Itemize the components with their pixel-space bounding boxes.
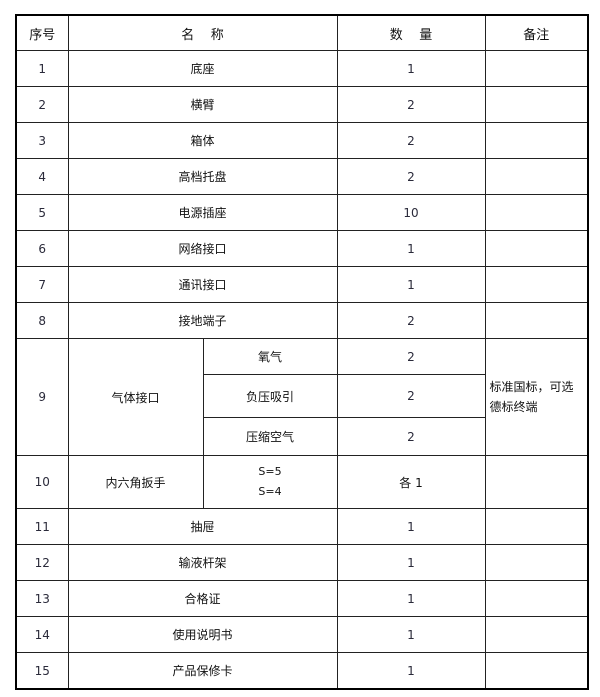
row-no: 6 xyxy=(15,230,69,267)
row-qty: 2 xyxy=(336,417,486,456)
row-qty: 1 xyxy=(336,230,486,267)
table-row: 10 内六角扳手 S=5 S=4 各 1 xyxy=(15,455,589,509)
row-qty: 2 xyxy=(336,158,486,195)
row-no: 12 xyxy=(15,544,69,581)
row-no: 9 xyxy=(15,338,69,456)
table-header-row: 序号 名 称 数 量 备注 xyxy=(15,14,589,51)
header-remark: 备注 xyxy=(484,14,589,51)
row-remark: 标准国标，可选德标终端 xyxy=(484,338,589,456)
row-remark xyxy=(484,580,589,617)
table-row: 7 通讯接口 1 xyxy=(15,266,589,303)
row-name: 通讯接口 xyxy=(67,266,338,303)
table-row: 14 使用说明书 1 xyxy=(15,616,589,653)
row-remark xyxy=(484,302,589,339)
table-row: 2 横臂 2 xyxy=(15,86,589,123)
table-row: 5 电源插座 10 xyxy=(15,194,589,231)
row-qty: 1 xyxy=(336,50,486,87)
row-name: 抽屉 xyxy=(67,508,338,545)
table-row: 4 高档托盘 2 xyxy=(15,158,589,195)
row-no: 13 xyxy=(15,580,69,617)
table-row: 6 网络接口 1 xyxy=(15,230,589,267)
row-name: 输液杆架 xyxy=(67,544,338,581)
row-qty: 2 xyxy=(336,86,486,123)
row-remark xyxy=(484,455,589,509)
row-qty: 2 xyxy=(336,338,486,375)
table-row: 3 箱体 2 xyxy=(15,122,589,159)
row-qty: 1 xyxy=(336,580,486,617)
row-name: 横臂 xyxy=(67,86,338,123)
row-no: 11 xyxy=(15,508,69,545)
sub-item-name: 氧气 xyxy=(202,338,338,375)
row-name: 接地端子 xyxy=(67,302,338,339)
row-qty: 2 xyxy=(336,374,486,418)
header-qty: 数 量 xyxy=(336,14,486,51)
table-row: 11 抽屉 1 xyxy=(15,508,589,545)
table-row: 9 气体接口 氧气 2 标准国标，可选德标终端 xyxy=(15,338,589,456)
row-name: 箱体 xyxy=(67,122,338,159)
row-qty: 1 xyxy=(336,544,486,581)
row-remark xyxy=(484,544,589,581)
row-remark xyxy=(484,158,589,195)
table-row: 1 底座 1 xyxy=(15,50,589,87)
row-qty: 各 1 xyxy=(336,455,486,509)
row-qty: 1 xyxy=(336,616,486,653)
row-remark xyxy=(484,266,589,303)
row-remark xyxy=(484,50,589,87)
row-no: 10 xyxy=(15,455,69,509)
row-qty: 1 xyxy=(336,266,486,303)
row-name: 使用说明书 xyxy=(67,616,338,653)
spec-item: S=5 xyxy=(258,465,282,478)
table-row: 负压吸引 2 xyxy=(16,374,588,418)
row-remark xyxy=(484,122,589,159)
row-qty: 2 xyxy=(336,302,486,339)
row-no: 15 xyxy=(15,652,69,690)
row-no: 3 xyxy=(15,122,69,159)
row-no: 8 xyxy=(15,302,69,339)
row-remark xyxy=(484,86,589,123)
header-name: 名 称 xyxy=(67,14,338,51)
row-qty: 1 xyxy=(336,652,486,690)
row-specs: S=5 S=4 xyxy=(202,455,338,509)
row-name: 电源插座 xyxy=(67,194,338,231)
sub-item-name: 负压吸引 xyxy=(202,374,338,418)
row-no: 5 xyxy=(15,194,69,231)
sub-item-name: 压缩空气 xyxy=(202,417,338,456)
parts-list-table: 序号 名 称 数 量 备注 1 底座 1 2 横臂 2 3 箱体 2 4 高档托盘 2 5 电源插座 10 6… xyxy=(15,14,589,690)
row-name: 产品保修卡 xyxy=(67,652,338,690)
table-row: 15 产品保修卡 1 xyxy=(15,652,589,690)
row-remark xyxy=(484,508,589,545)
row-name: 气体接口 xyxy=(67,338,204,456)
spec-item: S=4 xyxy=(258,485,282,498)
row-qty: 2 xyxy=(336,122,486,159)
row-no: 2 xyxy=(15,86,69,123)
row-name: 合格证 xyxy=(67,580,338,617)
row-remark xyxy=(484,194,589,231)
row-name: 网络接口 xyxy=(67,230,338,267)
row-remark xyxy=(484,230,589,267)
header-no: 序号 xyxy=(15,14,69,51)
row-name: 高档托盘 xyxy=(67,158,338,195)
row-no: 7 xyxy=(15,266,69,303)
row-name: 底座 xyxy=(67,50,338,87)
row-name: 内六角扳手 xyxy=(67,455,204,509)
row-no: 14 xyxy=(15,616,69,653)
table-row: 8 接地端子 2 xyxy=(15,302,589,339)
row-remark xyxy=(484,652,589,690)
row-qty: 10 xyxy=(336,194,486,231)
table-row: 13 合格证 1 xyxy=(15,580,589,617)
row-qty: 1 xyxy=(336,508,486,545)
row-no: 4 xyxy=(15,158,69,195)
row-remark xyxy=(484,616,589,653)
table-row: 12 输液杆架 1 xyxy=(15,544,589,581)
row-no: 1 xyxy=(15,50,69,87)
